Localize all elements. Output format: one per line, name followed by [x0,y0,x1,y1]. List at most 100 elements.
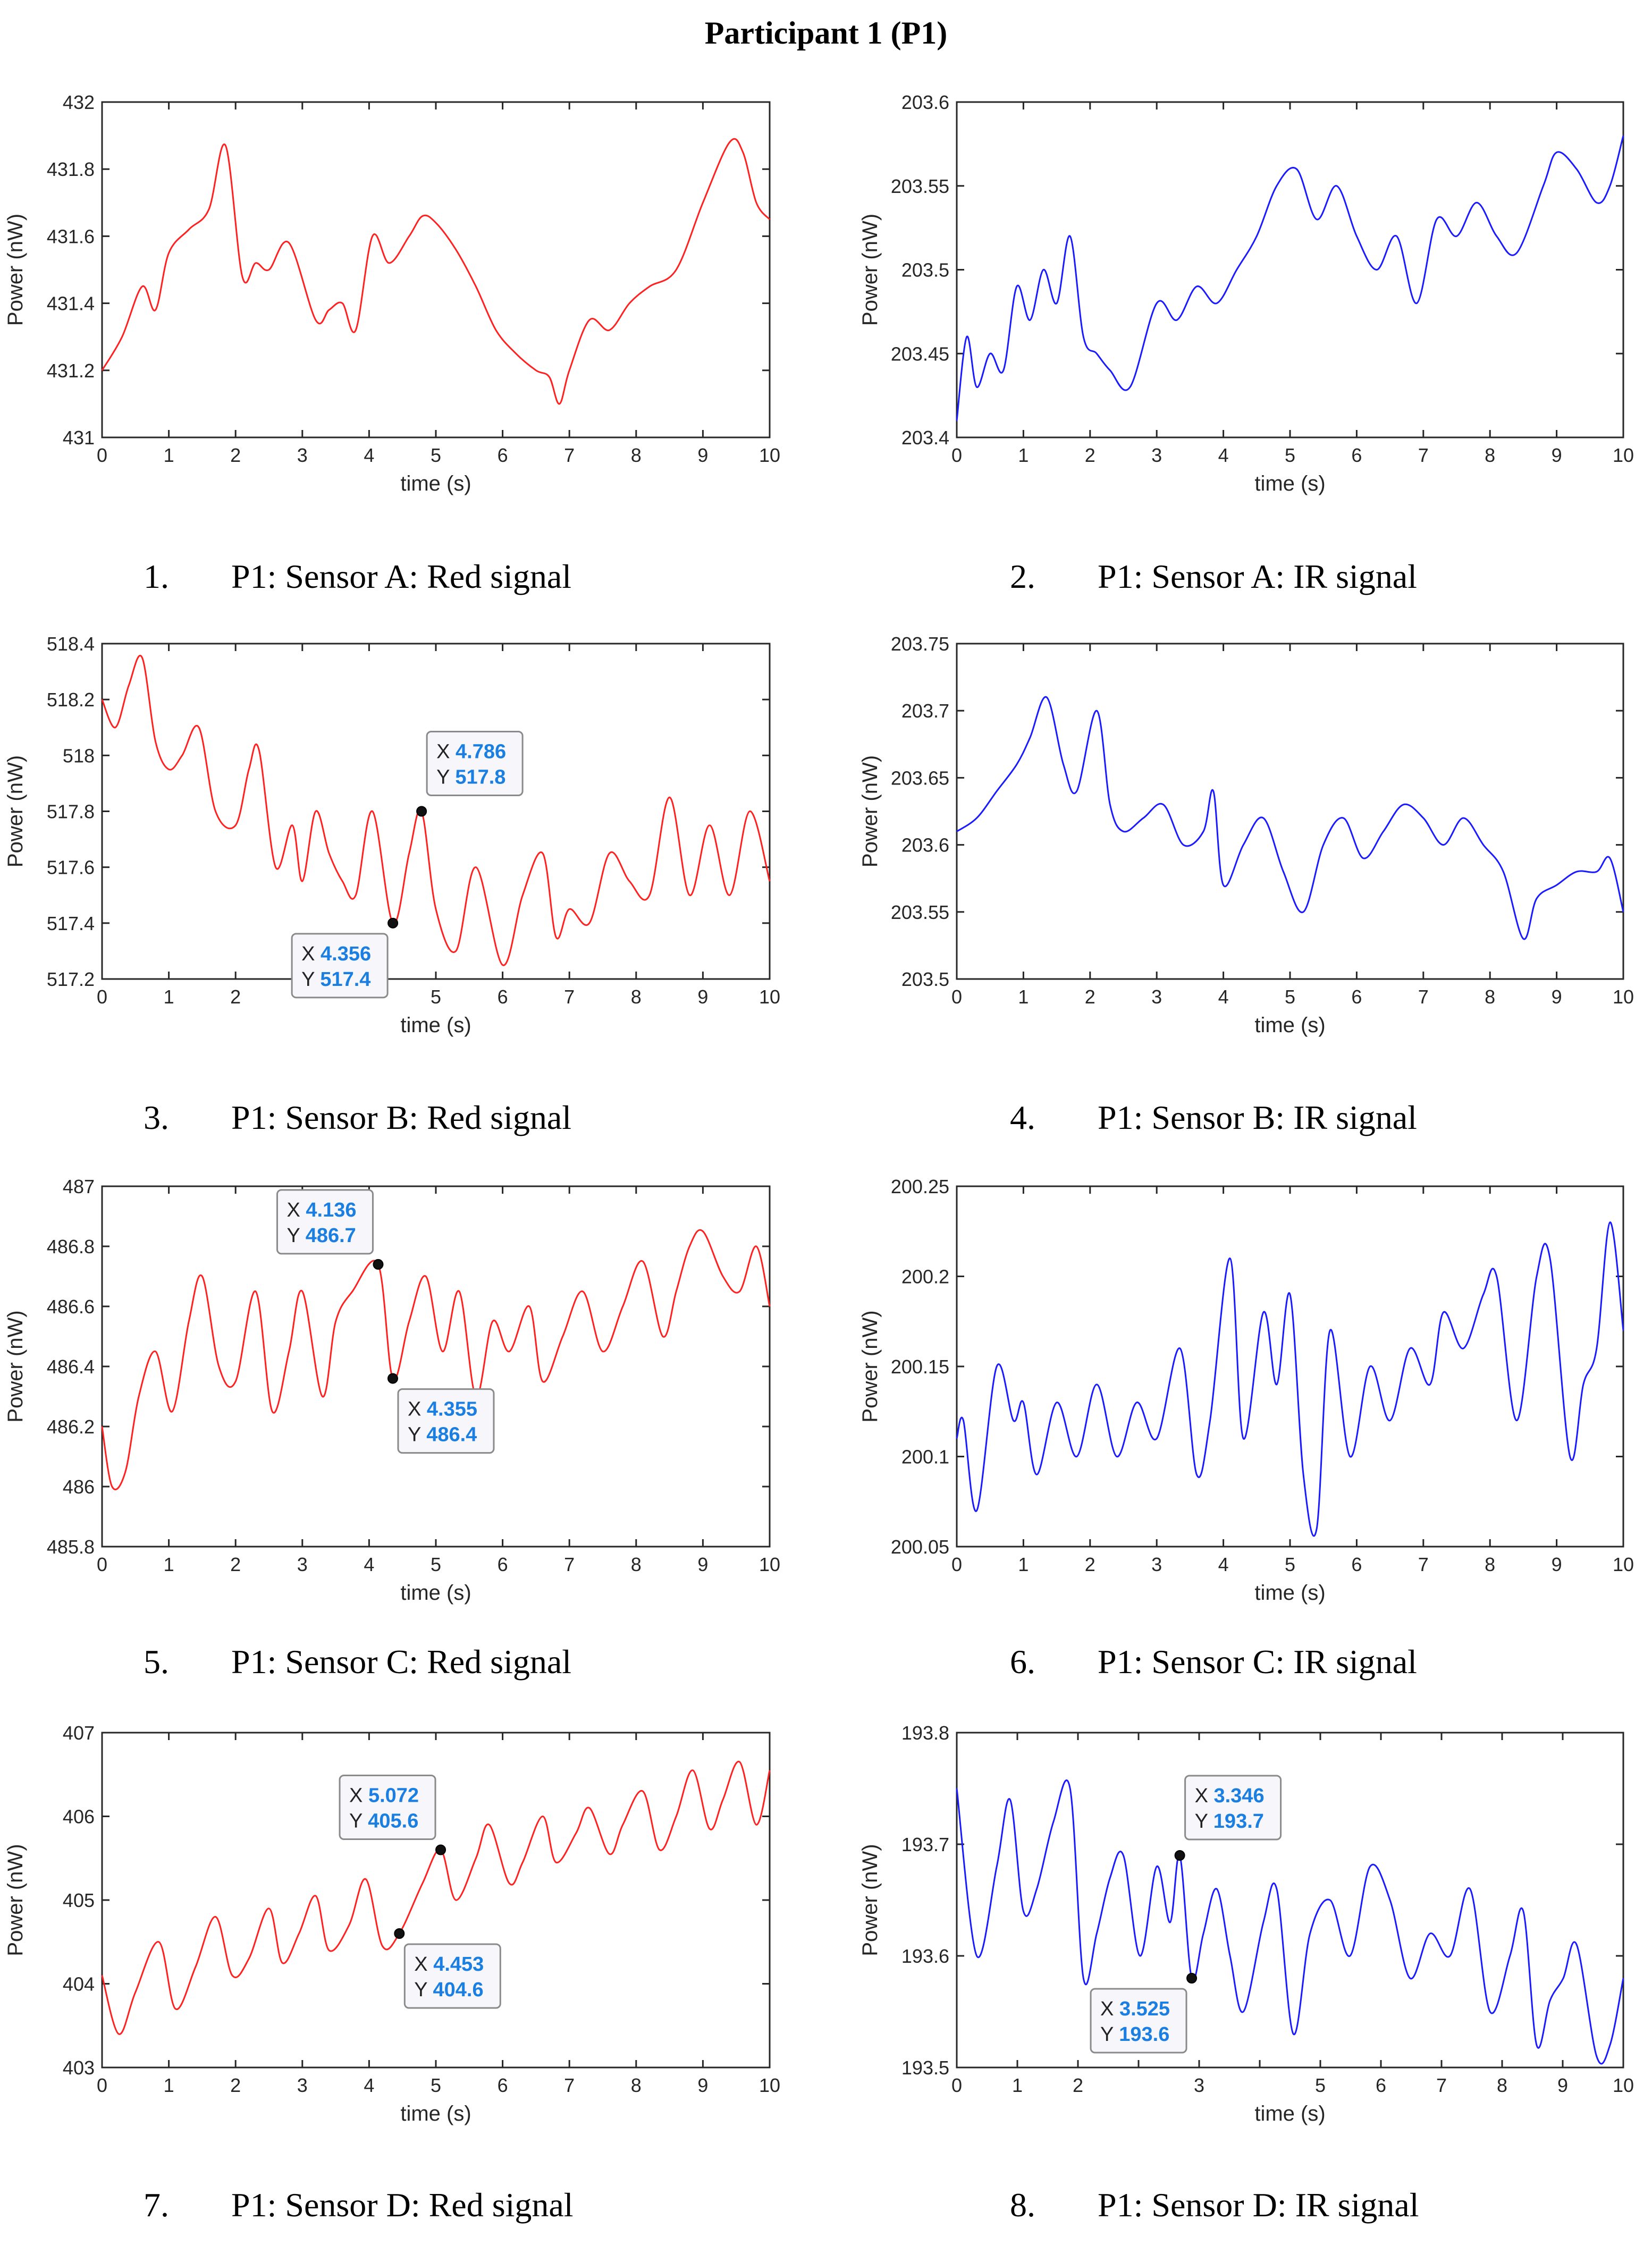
datatip-y-label: Y [349,1810,368,1833]
x-tick-label: 8 [1497,2074,1507,2096]
x-tick-label: 1 [164,1554,174,1575]
x-tick-label: 2 [1085,1554,1095,1575]
y-tick-label: 517.8 [47,801,95,823]
chart-c8: 0 1 2 3 5 6 7 8 9 10 193.5 193.6 193.7 193.8 time (s) P… [858,1722,1634,2224]
x-tick-label: 0 [951,444,962,466]
datatip-x-label: X [1100,1998,1119,2020]
x-tick-label: 0 [97,444,107,466]
x-tick-label: 10 [1613,986,1634,1008]
caption-text: P1: Sensor D: Red signal [231,2186,574,2224]
y-tick-label: 203.55 [891,901,949,923]
x-tick-label: 3 [1151,1554,1162,1575]
x-tick-label: 2 [1085,444,1095,466]
x-tick-label: 6 [1351,986,1362,1008]
y-tick-label: 431.8 [47,158,95,180]
y-axis-label: Power (nW) [4,755,27,867]
datatip-box [1090,1988,1187,2054]
datatip-x-label: X [301,943,321,965]
x-axis-label: time (s) [1254,1014,1325,1037]
datatip-x-row: X 5.072 [349,1785,419,1807]
y-tick-label: 486.2 [47,1416,95,1438]
x-tick-label: 7 [1436,2074,1447,2096]
datatip-y-row: Y 404.6 [414,1979,483,2001]
datatip-marker [387,1373,398,1384]
x-tick-label: 8 [1485,986,1495,1008]
x-tick-label: 3 [1151,986,1162,1008]
x-tick-label: 9 [697,1554,708,1575]
chart-c2: 0 1 2 3 4 5 6 7 8 9 10 203.4 203.45 203.5 203.55 203.6 t… [858,91,1634,595]
caption-text: P1: Sensor C: Red signal [231,1643,571,1681]
x-tick-label: 0 [97,2074,107,2096]
datatip-y-label: Y [436,766,455,789]
y-tick-label: 203.5 [901,968,949,990]
y-tick-label: 193.8 [901,1722,949,1744]
x-tick-label: 1 [1018,1554,1029,1575]
datatip-x-row: X 4.136 [286,1199,356,1221]
x-axis-label: time (s) [1254,472,1325,495]
chart-c1: 0 1 2 3 4 5 6 7 8 9 10 431 431.2 431.4 431.6 431.8 432 ti… [4,91,780,595]
x-tick-label: 10 [1613,444,1634,466]
datatip-x-label: X [408,1398,427,1421]
y-tick-label: 486 [63,1476,95,1498]
datatip-y-value: 517.8 [455,766,505,789]
datatip-y-row: Y 486.4 [408,1424,477,1446]
y-tick-label: 203.45 [891,343,949,365]
y-tick-label: 200.05 [891,1536,949,1558]
caption-text: P1: Sensor D: IR signal [1098,2186,1419,2224]
x-axis-label: time (s) [400,1014,471,1037]
y-tick-label: 407 [63,1722,95,1744]
chart-c7: 0 1 2 3 4 5 6 7 8 9 10 403 404 405 406 407 time (s) Power… [4,1722,780,2224]
x-tick-label: 10 [759,444,780,466]
caption-text: P1: Sensor A: IR signal [1098,558,1417,595]
datatip-y-value: 517.4 [320,968,370,991]
x-tick-label: 6 [1376,2074,1386,2096]
x-tick-label: 2 [1085,986,1095,1008]
datatip-marker [1186,1973,1198,1984]
datatip-y-row: Y 405.6 [349,1810,418,1833]
y-tick-label: 403 [63,2057,95,2079]
datatip-y-label: Y [286,1225,305,1247]
y-tick-label: 518.4 [47,633,95,655]
x-tick-label: 7 [564,986,575,1008]
datatip-y-label: Y [1100,2023,1119,2046]
datatip-marker [373,1259,384,1270]
x-tick-label: 10 [759,986,780,1008]
datatip-y-value: 193.6 [1119,2023,1169,2046]
x-tick-label: 3 [1151,444,1162,466]
x-tick-label: 10 [1613,2074,1634,2096]
y-tick-label: 203.7 [901,700,949,722]
x-tick-label: 9 [697,2074,708,2096]
x-tick-label: 1 [164,444,174,466]
y-tick-label: 518.2 [47,689,95,711]
chart-c6: 0 1 2 3 4 5 6 7 8 9 10 200.05 200.1 200.15 200.2 200.25… [858,1176,1634,1681]
datatip-box [291,933,389,999]
datatip-x-value: 3.346 [1213,1785,1264,1807]
y-tick-label: 203.65 [891,767,949,789]
y-axis-label: Power (nW) [4,1844,27,1956]
datatip-y-row: Y 486.7 [286,1225,356,1247]
x-tick-label: 4 [1218,986,1229,1008]
chart-c4: 0 1 2 3 4 5 6 7 8 9 10 203.5 203.55 203.6 203.65 203.7 2… [858,633,1634,1136]
datatip-x-value: 4.786 [456,741,506,763]
x-tick-label: 8 [631,1554,642,1575]
y-tick-label: 203.5 [901,259,949,281]
x-tick-label: 6 [498,444,508,466]
caption-number: 2. [1010,558,1035,595]
datatip-box [276,1189,374,1255]
x-tick-label: 7 [1418,444,1429,466]
x-tick-label: 1 [164,2074,174,2096]
x-tick-label: 5 [431,2074,441,2096]
plot-area [101,101,771,438]
x-axis-label: time (s) [1254,2102,1325,2125]
x-tick-label: 0 [97,1554,107,1575]
y-tick-label: 203.4 [901,427,949,449]
x-axis-label: time (s) [400,2102,471,2125]
x-tick-label: 9 [1552,986,1562,1008]
datatip-box [426,731,524,796]
x-tick-label: 0 [951,2074,962,2096]
datatip-y-label: Y [301,968,320,991]
caption-number: 7. [144,2186,169,2224]
caption-text: P1: Sensor B: Red signal [231,1099,571,1136]
